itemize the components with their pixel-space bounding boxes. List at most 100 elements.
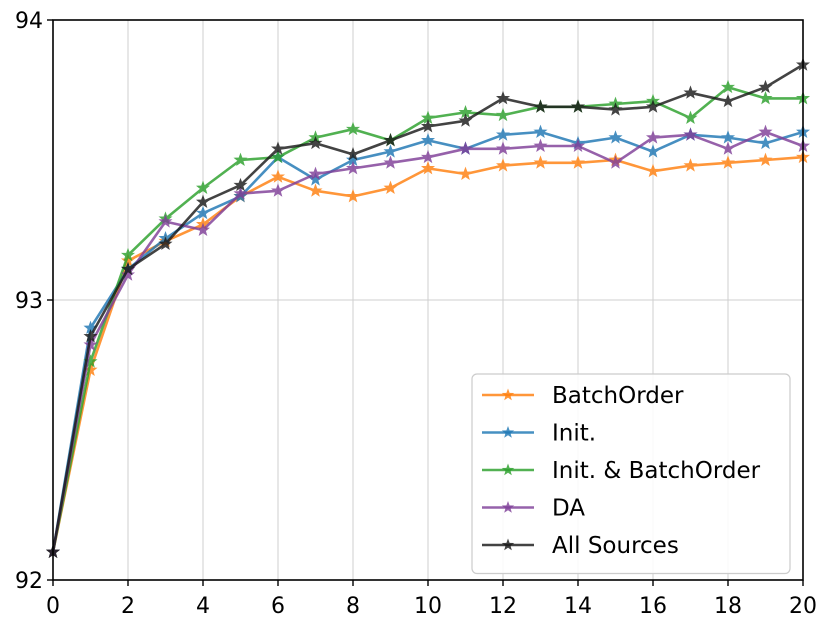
data-point xyxy=(720,93,736,108)
data-point xyxy=(495,107,511,122)
legend-item: All Sources xyxy=(482,533,679,559)
y-tick-label: 93 xyxy=(15,289,43,314)
series-lines xyxy=(45,57,811,558)
data-point xyxy=(683,110,698,124)
legend-label: All Sources xyxy=(552,533,679,559)
x-tick-label: 18 xyxy=(714,594,742,619)
data-point xyxy=(758,124,773,138)
x-tick-label: 4 xyxy=(196,594,210,619)
data-point xyxy=(458,113,473,127)
data-point xyxy=(83,329,98,343)
data-point xyxy=(420,119,436,133)
data-point xyxy=(720,79,736,94)
data-point xyxy=(195,180,211,194)
legend-label: Init. xyxy=(552,421,596,447)
data-point xyxy=(645,163,661,178)
data-point xyxy=(83,337,98,351)
data-point xyxy=(158,214,173,228)
data-point xyxy=(120,247,136,262)
x-tick-label: 8 xyxy=(346,594,360,619)
legend-item: BatchOrder xyxy=(482,383,684,409)
data-point xyxy=(645,144,661,158)
legend-label: Init. & BatchOrder xyxy=(552,458,761,484)
x-tick-label: 6 xyxy=(271,594,285,619)
data-point xyxy=(345,147,361,161)
legend: BatchOrder Init. Init. & BatchOrder DA All S… xyxy=(471,373,791,575)
data-point xyxy=(533,99,548,113)
data-point xyxy=(683,158,698,172)
x-tick-label: 20 xyxy=(789,594,817,619)
data-point xyxy=(758,91,773,105)
legend-label: DA xyxy=(552,496,585,522)
data-point xyxy=(308,166,323,180)
data-point xyxy=(233,177,248,192)
data-point xyxy=(683,127,698,141)
x-tick-label: 16 xyxy=(639,594,667,619)
x-tick-label: 2 xyxy=(121,594,135,619)
axis-ticks: 0 2 4 6 8 10 12 14 16 18 20 92 93 94 xyxy=(15,9,817,619)
data-point xyxy=(195,205,211,220)
data-point xyxy=(120,267,136,281)
data-point xyxy=(758,135,773,150)
data-point xyxy=(495,158,511,172)
legend-marker xyxy=(501,463,515,476)
data-point xyxy=(608,130,623,144)
data-point xyxy=(345,121,361,136)
data-point xyxy=(458,141,473,155)
data-point xyxy=(270,141,286,155)
data-point xyxy=(495,127,511,141)
legend-marker xyxy=(501,426,515,438)
data-point xyxy=(645,99,661,113)
x-tick-label: 14 xyxy=(564,594,592,619)
legend-marker xyxy=(501,501,515,513)
data-point xyxy=(383,144,398,158)
data-point xyxy=(758,79,773,94)
data-point xyxy=(345,189,361,203)
y-tick-label: 94 xyxy=(15,9,43,34)
x-tick-label: 10 xyxy=(414,594,442,619)
data-point xyxy=(195,222,211,236)
legend-label: BatchOrder xyxy=(552,383,684,409)
x-tick-label: 12 xyxy=(489,594,517,619)
data-point xyxy=(383,180,398,194)
data-point xyxy=(308,183,323,197)
x-tick-label: 0 xyxy=(46,594,60,619)
data-point xyxy=(233,186,248,200)
data-point xyxy=(495,141,511,155)
data-point xyxy=(458,166,473,180)
data-point xyxy=(270,183,286,197)
data-point xyxy=(608,155,623,169)
data-point xyxy=(420,133,436,147)
data-point xyxy=(533,138,548,152)
y-tick-label: 92 xyxy=(15,569,43,594)
data-point xyxy=(195,194,211,208)
data-point xyxy=(645,130,661,144)
data-point xyxy=(533,124,548,138)
series-all-sources xyxy=(45,57,811,558)
data-point xyxy=(495,91,511,105)
data-point xyxy=(720,141,736,155)
data-point xyxy=(383,155,398,169)
data-point xyxy=(533,155,548,169)
data-point xyxy=(308,135,323,150)
data-point xyxy=(420,161,436,175)
legend-item: DA xyxy=(482,496,585,522)
data-point xyxy=(120,261,136,276)
data-point xyxy=(570,99,586,113)
data-point xyxy=(608,102,623,116)
data-point xyxy=(683,85,698,99)
data-point xyxy=(720,155,736,169)
legend-item: Init. & BatchOrder xyxy=(482,458,761,484)
data-point xyxy=(720,130,736,144)
data-point xyxy=(570,155,586,169)
data-point xyxy=(383,133,398,147)
legend-box xyxy=(471,373,791,575)
data-point xyxy=(570,138,586,152)
data-point xyxy=(758,152,773,166)
data-point xyxy=(270,169,286,183)
legend-marker xyxy=(501,388,515,401)
data-point xyxy=(270,149,286,164)
data-point xyxy=(420,149,436,164)
data-point xyxy=(345,161,361,175)
